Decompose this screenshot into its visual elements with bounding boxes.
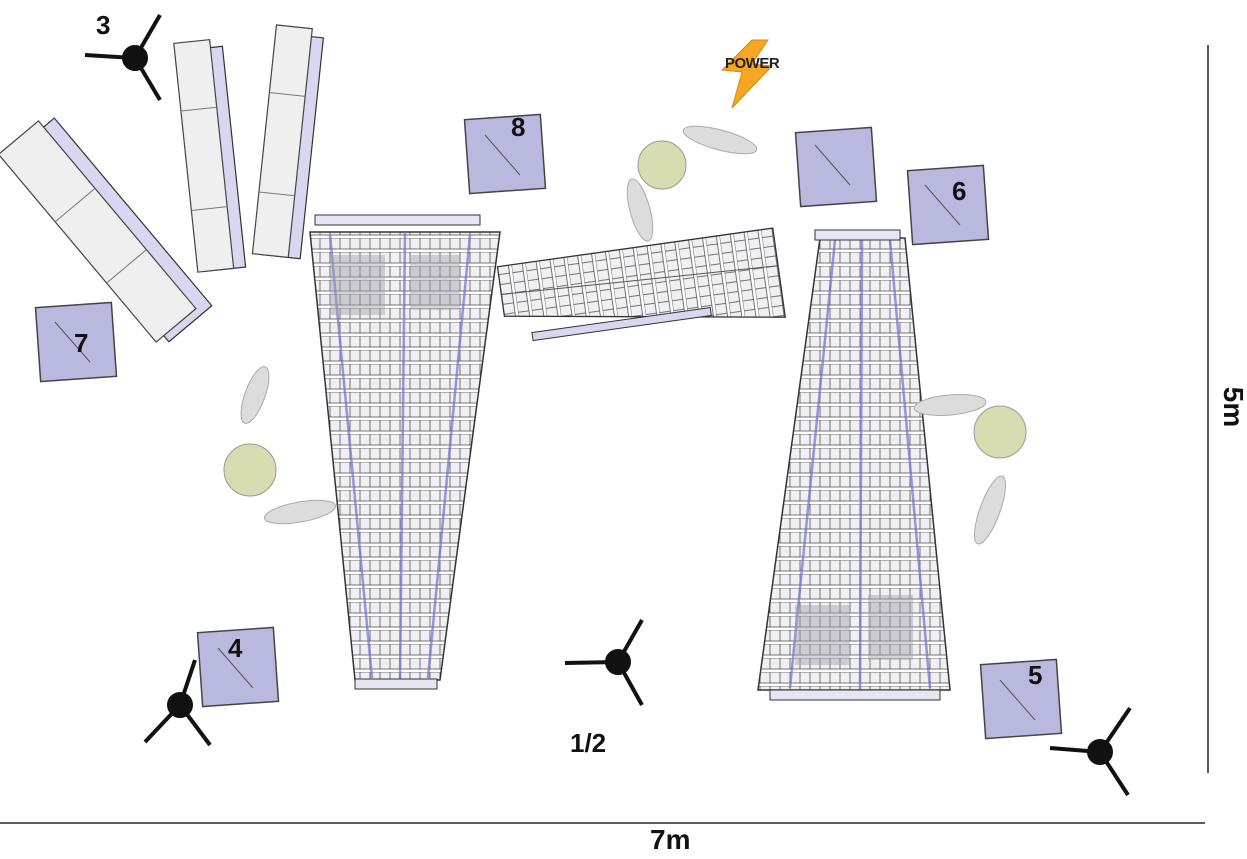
performer-left	[223, 366, 336, 525]
stand-8	[463, 113, 547, 195]
power-icon	[720, 39, 774, 109]
stand-6	[906, 164, 990, 246]
mic-label-5: 5	[1028, 660, 1043, 690]
mic-label-8: 8	[511, 112, 526, 142]
stand-5	[979, 658, 1063, 740]
power-label: POWER	[725, 55, 780, 72]
mic-label-1-2: 1/2	[570, 728, 607, 758]
mic-stand-4	[143, 659, 212, 747]
mic-label-3: 3	[96, 10, 111, 40]
left-marimba	[309, 214, 501, 690]
performer-right	[913, 394, 1027, 545]
height-label: 5m	[1218, 386, 1247, 428]
mic-stand-5	[1049, 706, 1132, 797]
stand-4	[196, 626, 280, 708]
mic-label-4: 4	[228, 633, 243, 663]
top-vibraphone	[496, 227, 787, 342]
mic-stand-3	[84, 13, 162, 102]
stand-7	[34, 301, 118, 383]
performer-top	[626, 125, 758, 242]
mic-label-7: 7	[74, 328, 89, 358]
left-instrument-cases	[0, 24, 325, 343]
mic-stand-12	[564, 619, 644, 706]
mic-label-6: 6	[952, 176, 967, 206]
right-marimba	[757, 229, 951, 701]
stand-right-top	[794, 126, 878, 208]
width-label: 7m	[650, 824, 691, 855]
